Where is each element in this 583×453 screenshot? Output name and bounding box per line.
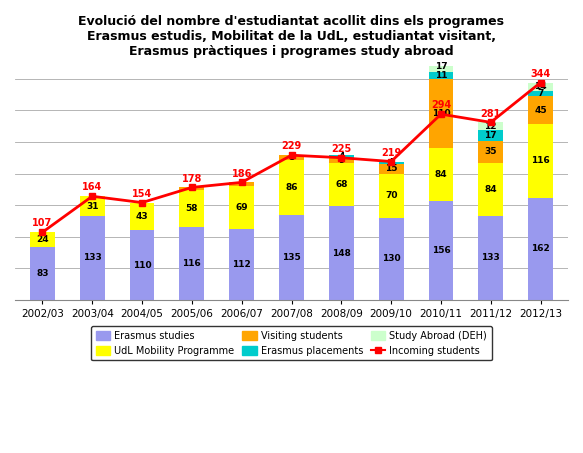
Text: 186: 186 (231, 169, 252, 178)
Bar (478, 130, 503, 141)
Bar (329, 158, 354, 164)
Bar (528, 198, 553, 300)
Text: 11: 11 (435, 71, 447, 80)
Text: 83: 83 (36, 269, 48, 278)
Bar (229, 229, 254, 300)
Bar (129, 202, 154, 203)
Bar (279, 155, 304, 160)
Text: 5: 5 (238, 179, 245, 188)
Text: 148: 148 (332, 249, 351, 258)
Bar (379, 164, 403, 173)
Text: 133: 133 (482, 253, 500, 262)
Bar (528, 96, 553, 124)
Bar (30, 247, 55, 300)
Text: 69: 69 (236, 203, 248, 212)
Text: 107: 107 (32, 218, 52, 228)
Text: 86: 86 (285, 183, 298, 192)
Text: 24: 24 (36, 236, 49, 244)
Bar (279, 160, 304, 215)
Text: 164: 164 (82, 183, 103, 193)
Bar (478, 141, 503, 163)
Text: 116: 116 (531, 156, 550, 165)
Bar (229, 186, 254, 229)
Bar (329, 164, 354, 207)
Bar (429, 79, 454, 148)
Text: 84: 84 (435, 170, 447, 179)
Bar (180, 188, 204, 190)
Text: 281: 281 (480, 109, 501, 119)
Text: 45: 45 (534, 106, 547, 115)
Text: 14: 14 (534, 82, 547, 92)
Text: 344: 344 (531, 69, 551, 79)
Legend: Erasmus studies, UdL Mobility Programme, Visiting students, Erasmus placements, : Erasmus studies, UdL Mobility Programme,… (91, 326, 492, 361)
Text: 70: 70 (385, 191, 398, 200)
Text: 7: 7 (538, 89, 544, 98)
Bar (129, 231, 154, 300)
Bar (478, 216, 503, 300)
Bar (478, 122, 503, 130)
Text: 116: 116 (182, 259, 201, 268)
Text: 225: 225 (331, 144, 352, 154)
Bar (329, 207, 354, 300)
Bar (379, 218, 403, 300)
Bar (329, 155, 354, 158)
Text: 154: 154 (132, 189, 152, 199)
Text: 15: 15 (385, 164, 398, 173)
Title: Evolució del nombre d'estudiantat acollit dins els programes
Erasmus estudis, Mo: Evolució del nombre d'estudiantat acolli… (79, 15, 504, 58)
Text: 229: 229 (282, 141, 301, 151)
Text: 43: 43 (136, 212, 148, 222)
Bar (30, 232, 55, 247)
Text: 156: 156 (431, 246, 450, 255)
Bar (528, 124, 553, 198)
Text: 110: 110 (431, 109, 450, 118)
Text: 162: 162 (531, 244, 550, 253)
Text: 4: 4 (338, 152, 345, 161)
Text: 8: 8 (289, 153, 294, 162)
Bar (180, 190, 204, 226)
Bar (429, 72, 454, 79)
Bar (528, 92, 553, 96)
Text: 4: 4 (388, 158, 394, 167)
Bar (229, 183, 254, 186)
Bar (379, 173, 403, 218)
Text: 130: 130 (382, 254, 401, 263)
Text: 133: 133 (83, 253, 101, 262)
Bar (379, 162, 403, 164)
Text: 58: 58 (185, 204, 198, 213)
Text: 12: 12 (484, 122, 497, 130)
Text: 9: 9 (338, 156, 345, 165)
Text: 110: 110 (133, 260, 152, 270)
Text: 219: 219 (381, 148, 401, 158)
Bar (429, 148, 454, 201)
Text: 84: 84 (484, 185, 497, 194)
Bar (429, 61, 454, 72)
Text: 135: 135 (282, 253, 301, 262)
Text: 35: 35 (484, 147, 497, 156)
Bar (129, 203, 154, 231)
Bar (478, 163, 503, 216)
Bar (80, 196, 105, 216)
Text: 31: 31 (86, 202, 99, 211)
Bar (429, 201, 454, 300)
Text: 17: 17 (435, 62, 447, 71)
Bar (528, 82, 553, 92)
Text: 294: 294 (431, 101, 451, 111)
Bar (279, 215, 304, 300)
Bar (80, 216, 105, 300)
Bar (180, 226, 204, 300)
Text: 17: 17 (484, 131, 497, 140)
Text: 112: 112 (232, 260, 251, 269)
Text: 68: 68 (335, 180, 347, 189)
Text: 178: 178 (182, 173, 202, 183)
